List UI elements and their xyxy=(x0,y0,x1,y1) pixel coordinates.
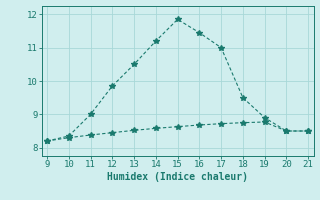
X-axis label: Humidex (Indice chaleur): Humidex (Indice chaleur) xyxy=(107,172,248,182)
